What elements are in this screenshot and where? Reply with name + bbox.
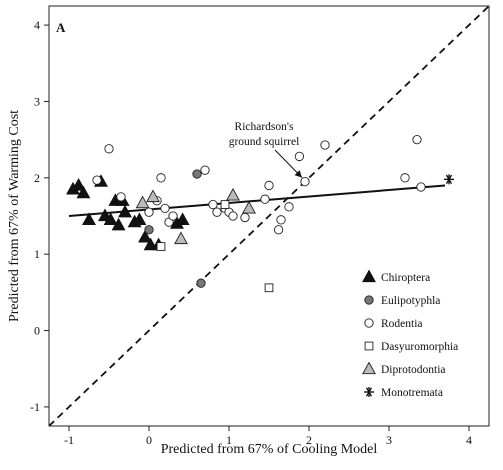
chiroptera-point [138, 229, 152, 243]
rodentia-point [116, 192, 126, 202]
x-tick-label: -1 [64, 433, 74, 447]
legend-label-chiroptera: Chiroptera [381, 272, 430, 284]
eulipotyphla-point [192, 169, 202, 179]
dasyuromorphia-point [264, 283, 274, 293]
rodentia-point [200, 165, 210, 175]
rodentia-point [273, 225, 284, 235]
y-tick-label: -1 [30, 400, 40, 414]
x-tick-label: 4 [466, 433, 472, 447]
legend: Chiroptera Eulipotyphla Rodentia Dasyuromor… [362, 269, 458, 399]
rodentia-point [156, 173, 166, 183]
rodentia-point [284, 202, 294, 212]
rodentia-point [320, 140, 330, 150]
legend-label-eulipotyphla: Eulipotyphla [381, 295, 440, 307]
y-tick-label: 0 [34, 324, 40, 338]
rodentia-point [144, 207, 154, 217]
rodentia-point [168, 211, 178, 221]
dasyuromorphia-point [220, 200, 230, 209]
legend-marker-dasyuromorphia [364, 341, 374, 351]
monotremata-point [444, 174, 454, 185]
chiroptera-point [76, 185, 91, 199]
rodentia-point [208, 199, 218, 210]
rodentia-point [212, 207, 222, 217]
rodentia-point [300, 176, 310, 187]
annotation-text: ground squirrel [229, 136, 300, 148]
eulipotyphla-point [144, 225, 154, 235]
regression-line [68, 184, 446, 217]
eulipotyphla-point [196, 278, 206, 288]
diprotodontia-point [226, 187, 240, 201]
x-tick-label: 2 [306, 433, 312, 447]
rodentia-point [294, 151, 305, 162]
legend-marker-eulipotyphla [364, 295, 374, 305]
chiroptera-point [82, 212, 96, 225]
diprotodontia-point [146, 189, 160, 203]
y-tick-label: 3 [34, 94, 40, 108]
x-tick-label: 3 [386, 433, 392, 447]
diprotodontia-point [135, 195, 150, 209]
points-layer [66, 134, 454, 293]
lines-layer [49, 6, 489, 426]
x-tick-label: 1 [226, 433, 232, 447]
chiroptera-point [175, 212, 190, 225]
identity-line [49, 6, 489, 426]
y-axis-label: Predicted from 67% of Warming Cost [7, 110, 22, 322]
y-tick-label: 2 [34, 171, 40, 185]
chiroptera-point [71, 178, 86, 191]
annotation-layer: Richardson's ground squirrel [229, 121, 303, 178]
rodentia-point [228, 211, 238, 221]
legend-marker-chiroptera [362, 269, 376, 283]
rodentia-point [400, 173, 410, 183]
rodentia-point [160, 203, 170, 214]
x-axis-label: Predicted from 67% of Cooling Model [161, 442, 378, 457]
rodentia-point [412, 134, 422, 145]
rodentia-point [260, 194, 270, 204]
plot-frame [48, 5, 490, 427]
chiroptera-point [118, 204, 132, 218]
dasyuromorphia-point [156, 242, 166, 251]
legend-marker-diprotodontia [362, 361, 376, 375]
legend-marker-rodentia [364, 318, 374, 328]
x-tick-label: 0 [146, 433, 152, 447]
rodentia-point [104, 144, 114, 154]
chiroptera-point [111, 217, 126, 231]
panel-label: A [56, 20, 66, 35]
rodentia-point [264, 180, 274, 191]
rodentia-point [276, 215, 286, 225]
legend-label-dasyuromorphia: Dasyuromorphia [381, 341, 458, 353]
y-tick-label: 1 [34, 247, 40, 261]
rodentia-point [92, 175, 102, 185]
chiroptera-point [132, 212, 147, 225]
diprotodontia-point [174, 231, 188, 245]
legend-label-monotremata: Monotremata [381, 387, 443, 399]
y-tick-label: 4 [34, 18, 40, 32]
legend-label-diprotodontia: Diprotodontia [381, 364, 446, 376]
axes-layer: -1 0 1 2 3 4 -1 0 1 2 3 4 [30, 18, 472, 447]
annotation-text: Richardson's [235, 121, 294, 133]
diprotodontia-point [242, 200, 256, 214]
legend-marker-monotremata [364, 387, 374, 397]
rodentia-point [416, 182, 426, 192]
chiroptera-point [103, 212, 118, 225]
legend-label-rodentia: Rodentia [381, 318, 423, 330]
annotation-arrowhead [294, 170, 302, 178]
rodentia-point [240, 212, 250, 223]
